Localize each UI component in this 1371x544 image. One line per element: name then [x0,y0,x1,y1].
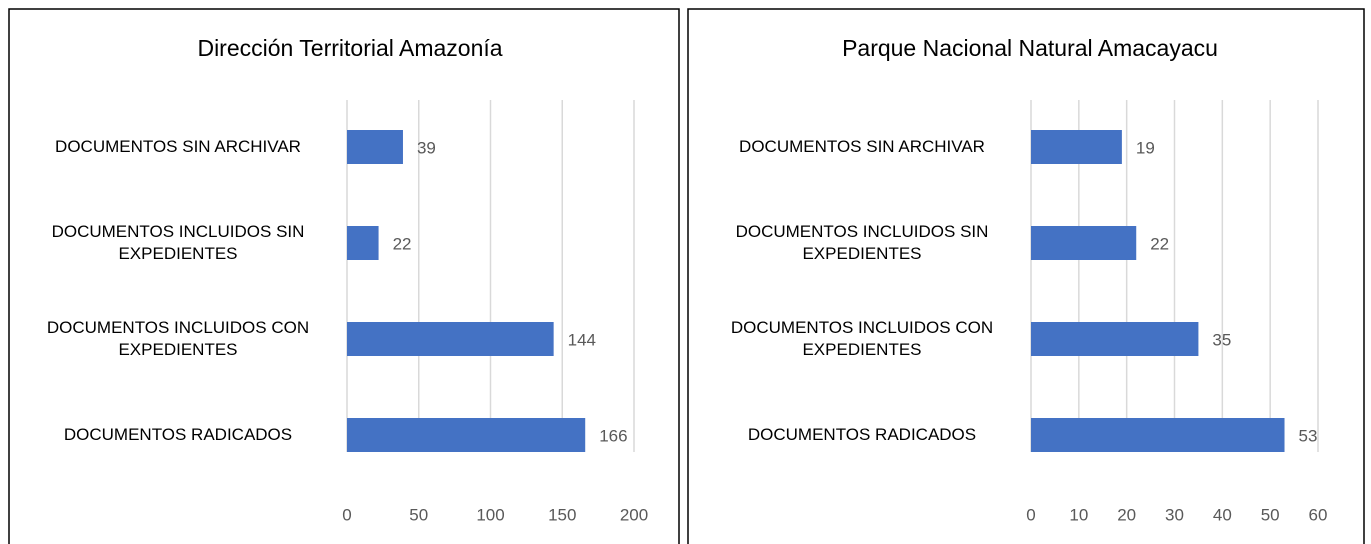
chart-title: Parque Nacional Natural Amacayacu [842,35,1218,61]
category-label: DOCUMENTOS RADICADOS [747,425,977,444]
category-label: DOCUMENTOS RADICADOS [63,425,293,444]
category-label: DOCUMENTOS INCLUIDOS SIN EXPEDIENTES [51,222,305,263]
x-tick-label: 200 [620,505,648,524]
bar [1031,418,1285,452]
x-tick-label: 30 [1165,505,1184,524]
x-tick-label: 60 [1309,505,1328,524]
category-label: DOCUMENTOS INCLUIDOS CON EXPEDIENTES [46,318,310,359]
x-tick-label: 100 [476,505,504,524]
value-label: 144 [568,330,596,349]
x-tick-label: 20 [1117,505,1136,524]
x-tick-label: 10 [1069,505,1088,524]
x-tick-label: 0 [1026,505,1035,524]
value-label: 39 [417,138,436,157]
panel-border [687,8,1365,544]
value-label: 166 [599,426,627,445]
x-tick-label: 0 [342,505,351,524]
x-tick-label: 50 [1261,505,1280,524]
value-label: 19 [1136,138,1155,157]
value-label: 22 [393,234,412,253]
panel-border [8,8,680,544]
value-label: 35 [1212,330,1231,349]
category-label: DOCUMENTOS INCLUIDOS CON EXPEDIENTES [730,318,994,359]
category-label: DOCUMENTOS SIN ARCHIVAR [55,137,301,156]
bar [1031,322,1199,356]
bar [347,418,586,452]
x-tick-label: 40 [1213,505,1232,524]
bar [1031,130,1122,164]
category-label: DOCUMENTOS INCLUIDOS SIN EXPEDIENTES [735,222,989,263]
value-label: 22 [1150,234,1169,253]
chart-title: Dirección Territorial Amazonía [197,35,502,61]
bar [1031,226,1137,260]
category-label: DOCUMENTOS SIN ARCHIVAR [739,137,985,156]
x-tick-label: 50 [409,505,428,524]
value-label: 53 [1299,426,1318,445]
bar [347,130,403,164]
bar [347,322,554,356]
bar [347,226,379,260]
x-tick-label: 150 [548,505,576,524]
